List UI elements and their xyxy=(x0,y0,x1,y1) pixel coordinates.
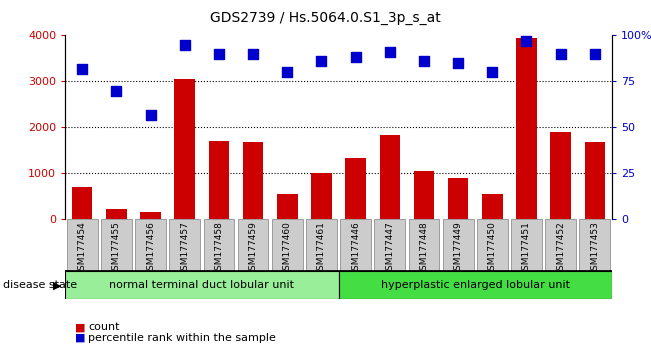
Text: GSM177454: GSM177454 xyxy=(77,221,87,276)
Point xyxy=(350,55,361,60)
FancyBboxPatch shape xyxy=(339,271,612,299)
Bar xyxy=(311,172,331,219)
Point xyxy=(77,66,87,72)
FancyBboxPatch shape xyxy=(238,219,268,271)
Bar xyxy=(174,79,195,219)
Text: GSM177449: GSM177449 xyxy=(454,221,463,276)
Text: GSM177451: GSM177451 xyxy=(522,221,531,276)
FancyBboxPatch shape xyxy=(477,219,508,271)
Bar xyxy=(482,194,503,219)
Bar xyxy=(208,141,229,219)
Text: GSM177450: GSM177450 xyxy=(488,221,497,276)
Bar xyxy=(140,212,161,219)
Bar xyxy=(243,142,263,219)
Text: GSM177459: GSM177459 xyxy=(249,221,258,276)
Point xyxy=(145,112,156,118)
Text: GSM177460: GSM177460 xyxy=(283,221,292,276)
Bar xyxy=(345,158,366,219)
Text: GSM177452: GSM177452 xyxy=(556,221,565,276)
Text: GDS2739 / Hs.5064.0.S1_3p_s_at: GDS2739 / Hs.5064.0.S1_3p_s_at xyxy=(210,11,441,25)
Point xyxy=(111,88,122,93)
Text: GSM177446: GSM177446 xyxy=(351,221,360,276)
FancyBboxPatch shape xyxy=(511,219,542,271)
FancyBboxPatch shape xyxy=(204,219,234,271)
Point xyxy=(590,51,600,57)
Point xyxy=(214,51,224,57)
Bar xyxy=(106,209,126,219)
Text: ■: ■ xyxy=(75,322,85,332)
Point xyxy=(248,51,258,57)
FancyBboxPatch shape xyxy=(546,219,576,271)
Point xyxy=(555,51,566,57)
Point xyxy=(316,58,327,64)
Point xyxy=(282,69,292,75)
FancyBboxPatch shape xyxy=(65,271,339,299)
Text: GSM177447: GSM177447 xyxy=(385,221,395,276)
FancyBboxPatch shape xyxy=(67,219,98,271)
Text: GSM177457: GSM177457 xyxy=(180,221,189,276)
Bar xyxy=(413,171,434,219)
Text: GSM177458: GSM177458 xyxy=(214,221,223,276)
Point xyxy=(385,49,395,55)
Text: GSM177456: GSM177456 xyxy=(146,221,155,276)
FancyBboxPatch shape xyxy=(101,219,132,271)
Text: disease state: disease state xyxy=(3,280,77,290)
FancyBboxPatch shape xyxy=(135,219,166,271)
Point xyxy=(453,60,464,66)
Text: percentile rank within the sample: percentile rank within the sample xyxy=(88,333,276,343)
Bar xyxy=(277,194,298,219)
Text: hyperplastic enlarged lobular unit: hyperplastic enlarged lobular unit xyxy=(381,280,570,290)
Text: normal terminal duct lobular unit: normal terminal duct lobular unit xyxy=(109,280,294,290)
Point xyxy=(521,38,532,44)
Bar xyxy=(448,178,468,219)
FancyBboxPatch shape xyxy=(306,219,337,271)
Text: GSM177461: GSM177461 xyxy=(317,221,326,276)
Text: GSM177455: GSM177455 xyxy=(112,221,121,276)
FancyBboxPatch shape xyxy=(579,219,610,271)
Point xyxy=(180,42,190,47)
FancyBboxPatch shape xyxy=(272,219,303,271)
Text: ■: ■ xyxy=(75,333,85,343)
FancyBboxPatch shape xyxy=(169,219,200,271)
Point xyxy=(487,69,497,75)
FancyBboxPatch shape xyxy=(374,219,405,271)
FancyBboxPatch shape xyxy=(443,219,473,271)
Text: GSM177448: GSM177448 xyxy=(419,221,428,276)
Point xyxy=(419,58,429,64)
Bar xyxy=(380,135,400,219)
Bar xyxy=(72,187,92,219)
Bar xyxy=(550,132,571,219)
Text: GSM177453: GSM177453 xyxy=(590,221,600,276)
Bar xyxy=(516,38,536,219)
Text: ▶: ▶ xyxy=(53,280,61,290)
FancyBboxPatch shape xyxy=(340,219,371,271)
FancyBboxPatch shape xyxy=(409,219,439,271)
Text: count: count xyxy=(88,322,119,332)
Bar xyxy=(585,142,605,219)
